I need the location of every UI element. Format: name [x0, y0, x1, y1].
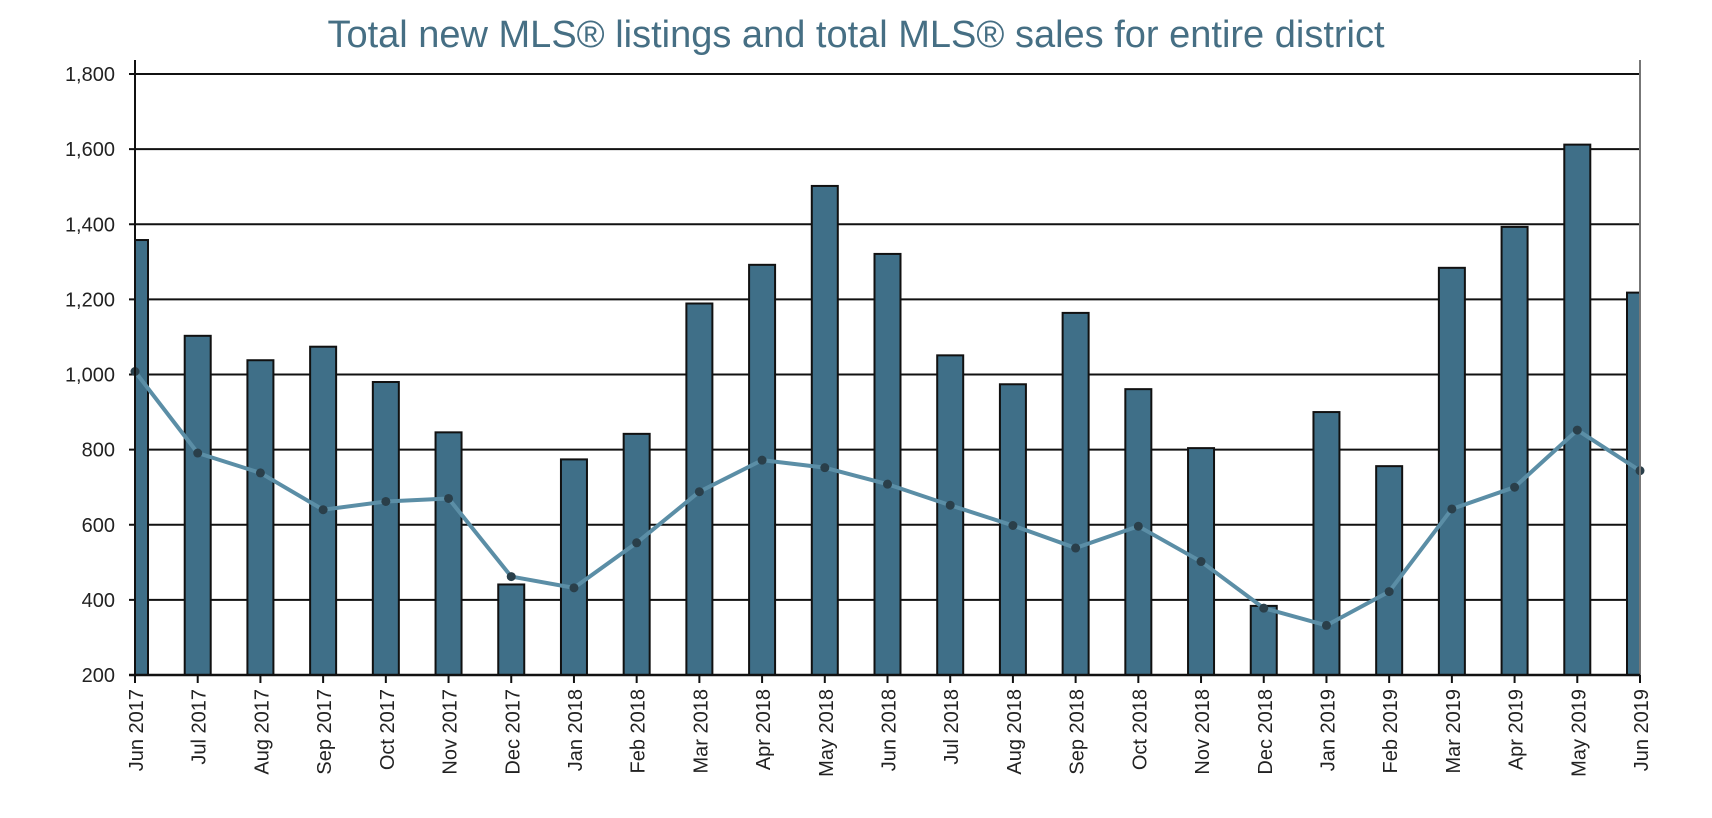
line-point [381, 496, 391, 506]
bar [1500, 225, 1529, 677]
y-tick-label: 200 [82, 665, 115, 687]
line-point [1259, 603, 1269, 613]
bar [622, 432, 651, 676]
x-tick-label: May 2018 [816, 689, 838, 777]
bar [873, 252, 902, 676]
x-tick-label: Sep 2017 [314, 689, 336, 775]
line-point [318, 505, 328, 515]
bar-layer [134, 143, 1641, 677]
x-tick-label: Feb 2018 [628, 689, 650, 774]
x-tick-label: Jun 2017 [126, 689, 148, 771]
y-tick-label: 1,800 [65, 64, 115, 86]
y-tick-label: 1,600 [65, 139, 115, 161]
bar [810, 184, 839, 676]
x-tick-label: Nov 2018 [1192, 689, 1214, 775]
line-point [1321, 620, 1331, 630]
bar [1061, 311, 1090, 676]
y-tick-label: 800 [82, 440, 115, 462]
x-tick-label: Jun 2019 [1631, 689, 1653, 771]
bar [559, 458, 588, 676]
y-tick-label: 600 [82, 515, 115, 537]
x-tick-label: Feb 2019 [1380, 689, 1402, 774]
bar [497, 583, 526, 676]
x-tick-label: Jan 2018 [565, 689, 587, 771]
y-tick-label: 1,200 [65, 289, 115, 311]
y-tick-label: 1,000 [65, 365, 115, 387]
line-point [193, 448, 203, 458]
line-point [444, 493, 454, 503]
x-tick-label: Mar 2018 [690, 689, 712, 774]
x-tick-label: Jan 2019 [1317, 689, 1339, 771]
x-tick-label: Sep 2018 [1067, 689, 1089, 775]
bar [748, 263, 777, 676]
bar [1312, 411, 1341, 676]
line-point [883, 479, 892, 489]
line-point [1133, 521, 1143, 531]
x-tick-label: Apr 2019 [1506, 689, 1528, 770]
y-tick-label: 400 [82, 590, 115, 612]
line-point [1196, 557, 1206, 567]
axis-layer [129, 60, 1641, 683]
x-tick-label: Nov 2017 [440, 689, 462, 775]
line-point [694, 487, 704, 497]
bar [1563, 143, 1592, 676]
x-tick-label: Jul 2018 [941, 689, 963, 765]
x-tick-label: Apr 2018 [753, 689, 775, 770]
bar [371, 381, 400, 676]
bar [1375, 465, 1404, 676]
x-tick-label: Mar 2019 [1443, 689, 1465, 774]
bar [1249, 604, 1278, 677]
label-layer: 200 400 600 800 1,000 1,200 1,400 1,600 1,800 Jun… [65, 64, 1653, 777]
x-tick-label: Dec 2018 [1255, 689, 1277, 775]
bar [246, 359, 275, 676]
x-tick-label: Aug 2017 [251, 689, 273, 775]
bar [1437, 266, 1466, 676]
line-point [1572, 425, 1582, 435]
line-point [506, 572, 516, 582]
line-point [757, 455, 767, 465]
x-tick-label: May 2019 [1568, 689, 1590, 777]
bar [134, 239, 149, 676]
line-point [255, 468, 265, 478]
line-point [1008, 521, 1018, 531]
y-tick-label: 1,400 [65, 214, 115, 236]
x-tick-label: Jun 2018 [879, 689, 901, 771]
x-tick-label: Jul 2017 [189, 689, 211, 765]
line-point [1510, 482, 1520, 492]
x-tick-label: Dec 2017 [502, 689, 524, 775]
chart-title: Total new MLS® listings and total MLS® s… [327, 14, 1385, 56]
bar [1626, 291, 1641, 676]
line-point [1447, 504, 1457, 514]
line-point [569, 583, 579, 593]
bar [936, 354, 965, 676]
line-point [820, 463, 830, 473]
line-point [1071, 543, 1081, 553]
bar [434, 431, 463, 676]
line-layer [130, 366, 1645, 630]
x-tick-label: Oct 2017 [377, 689, 399, 770]
bar [183, 334, 212, 676]
line-point [1384, 587, 1394, 597]
x-tick-label: Aug 2018 [1004, 689, 1026, 775]
line-point [632, 538, 642, 548]
line-point [945, 500, 955, 510]
x-tick-label: Oct 2018 [1129, 689, 1151, 770]
